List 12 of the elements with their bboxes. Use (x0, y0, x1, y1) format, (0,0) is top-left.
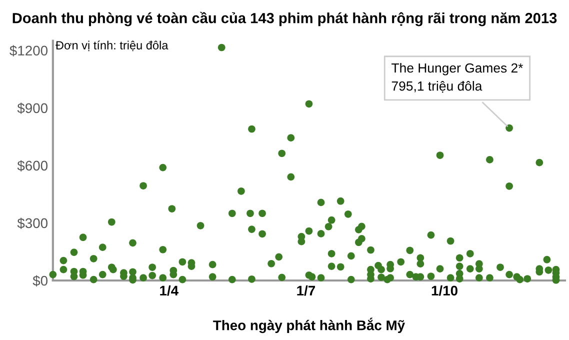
x-tick-label: 1/4 (160, 285, 178, 296)
annotation: The Hunger Games 2* 795,1 triệu đôla (392, 62, 524, 93)
y-tick-label: $1200 (10, 45, 48, 56)
x-tick-label: 1/10 (432, 285, 458, 296)
x-axis-title: Theo ngày phát hành Bắc Mỹ (213, 318, 405, 334)
x-tick-label: 1/7 (297, 285, 315, 296)
y-tick-label: $0 (32, 275, 48, 286)
annotation: Đơn vị tính: triệu đôla (56, 40, 168, 52)
y-tick-label: $900 (17, 102, 48, 114)
y-tick-label: $600 (17, 160, 48, 172)
y-tick-label: $300 (17, 218, 48, 229)
chart-title: Doanh thu phòng vé toàn cầu của 143 phim phát hành rộng rãi trong năm 2013 (12, 12, 557, 26)
